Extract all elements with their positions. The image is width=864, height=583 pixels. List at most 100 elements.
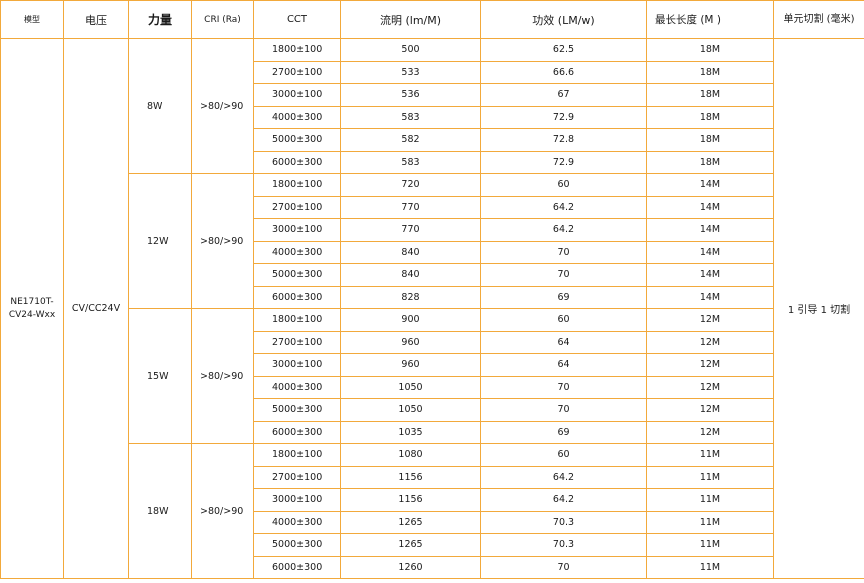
table-row: 12W >80/>90 1800±100 720 60 14M	[1, 173, 864, 309]
cct-cell: 4000±300	[253, 375, 341, 399]
flux-cell: 840	[340, 263, 481, 287]
cct-cell: 5000±300	[253, 398, 341, 422]
flux-cell: 536	[340, 83, 481, 107]
efficacy-cell: 66.6	[480, 60, 647, 84]
max-length-cell: 12M	[646, 420, 774, 444]
flux-cell: 770	[340, 195, 481, 219]
efficacy-cell: 72.8	[480, 128, 647, 152]
cct-cell: 6000±300	[253, 555, 341, 579]
max-length-cell: 14M	[646, 285, 774, 309]
table-row: 4000±300 583 72.9 18M	[1, 105, 864, 129]
efficacy-cell: 69	[480, 285, 647, 309]
cct-cell: 2700±100	[253, 60, 341, 84]
header-cri: CRI (Ra)	[191, 0, 254, 39]
efficacy-cell: 64.2	[480, 465, 647, 489]
table-row: 4000±300 840 70 14M	[1, 240, 864, 264]
table-row: 6000±300 583 72.9 18M	[1, 150, 864, 174]
flux-cell: 1035	[340, 420, 481, 444]
cct-cell: 6000±300	[253, 285, 341, 309]
max-length-cell: 18M	[646, 128, 774, 152]
flux-cell: 1156	[340, 488, 481, 512]
table-row: 6000±300 828 69 14M	[1, 285, 864, 309]
cct-cell: 6000±300	[253, 420, 341, 444]
max-length-cell: 12M	[646, 308, 774, 332]
efficacy-cell: 62.5	[480, 38, 647, 62]
max-length-cell: 11M	[646, 488, 774, 512]
cct-cell: 2700±100	[253, 465, 341, 489]
efficacy-cell: 64.2	[480, 488, 647, 512]
table-row: 3000±100 770 64.2 14M	[1, 218, 864, 242]
cct-cell: 3000±100	[253, 218, 341, 242]
cct-cell: 5000±300	[253, 263, 341, 287]
cct-cell: 4000±300	[253, 240, 341, 264]
flux-cell: 900	[340, 308, 481, 332]
table-row: 2700±100 1156 64.2 11M	[1, 465, 864, 489]
max-length-cell: 14M	[646, 173, 774, 197]
flux-cell: 500	[340, 38, 481, 62]
table-row: 3000±100 960 64 12M	[1, 353, 864, 377]
flux-cell: 583	[340, 150, 481, 174]
voltage-cell: CV/CC24V	[63, 38, 129, 579]
power-cell: 18W	[128, 443, 192, 579]
max-length-cell: 12M	[646, 398, 774, 422]
model-cell: NE1710T-CV24-Wxx	[0, 38, 64, 579]
flux-cell: 960	[340, 353, 481, 377]
efficacy-cell: 60	[480, 173, 647, 197]
header-power: 力量	[128, 0, 192, 39]
flux-cell: 1265	[340, 533, 481, 557]
flux-cell: 840	[340, 240, 481, 264]
flux-cell: 1050	[340, 375, 481, 399]
flux-cell: 770	[340, 218, 481, 242]
max-length-cell: 18M	[646, 60, 774, 84]
flux-cell: 720	[340, 173, 481, 197]
efficacy-cell: 70.3	[480, 533, 647, 557]
cct-cell: 6000±300	[253, 150, 341, 174]
cct-cell: 5000±300	[253, 533, 341, 557]
cct-cell: 2700±100	[253, 330, 341, 354]
cct-cell: 1800±100	[253, 443, 341, 467]
cct-cell: 4000±300	[253, 510, 341, 534]
table-row: 5000±300 1265 70.3 11M	[1, 533, 864, 557]
max-length-cell: 11M	[646, 555, 774, 579]
table-row: 18W >80/>90 1800±100 1080 60 11M	[1, 443, 864, 579]
flux-cell: 583	[340, 105, 481, 129]
cct-cell: 3000±100	[253, 488, 341, 512]
flux-cell: 1260	[340, 555, 481, 579]
header-max-length: 最长长度 (M )	[646, 0, 774, 39]
header-unit-cut: 单元切割 (毫米)	[773, 0, 864, 39]
cct-cell: 3000±100	[253, 353, 341, 377]
cri-cell: >80/>90	[191, 173, 254, 309]
max-length-cell: 11M	[646, 510, 774, 534]
header-model: 模型	[0, 0, 64, 39]
efficacy-cell: 60	[480, 443, 647, 467]
flux-cell: 1265	[340, 510, 481, 534]
max-length-cell: 12M	[646, 375, 774, 399]
cct-cell: 4000±300	[253, 105, 341, 129]
table-row: 5000±300 840 70 14M	[1, 263, 864, 287]
efficacy-cell: 64	[480, 353, 647, 377]
efficacy-cell: 70.3	[480, 510, 647, 534]
efficacy-cell: 70	[480, 263, 647, 287]
cct-cell: 1800±100	[253, 308, 341, 332]
max-length-cell: 11M	[646, 443, 774, 467]
table-body: NE1710T-CV24-Wxx CV/CC24V 8W >80/>90 1800±10…	[0, 38, 864, 579]
efficacy-cell: 69	[480, 420, 647, 444]
cct-cell: 2700±100	[253, 195, 341, 219]
table-row: NE1710T-CV24-Wxx CV/CC24V 8W >80/>90 1800±10…	[0, 38, 864, 579]
flux-cell: 1050	[340, 398, 481, 422]
efficacy-cell: 70	[480, 555, 647, 579]
efficacy-cell: 72.9	[480, 105, 647, 129]
unit-cut-cell: 1 引导 1 切割	[773, 38, 864, 579]
max-length-cell: 18M	[646, 83, 774, 107]
power-cell: 12W	[128, 173, 192, 309]
header-cct: CCT	[253, 0, 341, 39]
flux-cell: 1156	[340, 465, 481, 489]
table-row: 3000±100 1156 64.2 11M	[1, 488, 864, 512]
header-efficacy: 功效 (LM/w)	[480, 0, 647, 39]
max-length-cell: 14M	[646, 218, 774, 242]
max-length-cell: 11M	[646, 465, 774, 489]
table-row: 6000±300 1260 70 11M	[1, 555, 864, 579]
efficacy-cell: 70	[480, 240, 647, 264]
flux-cell: 828	[340, 285, 481, 309]
power-cell: 15W	[128, 308, 192, 444]
